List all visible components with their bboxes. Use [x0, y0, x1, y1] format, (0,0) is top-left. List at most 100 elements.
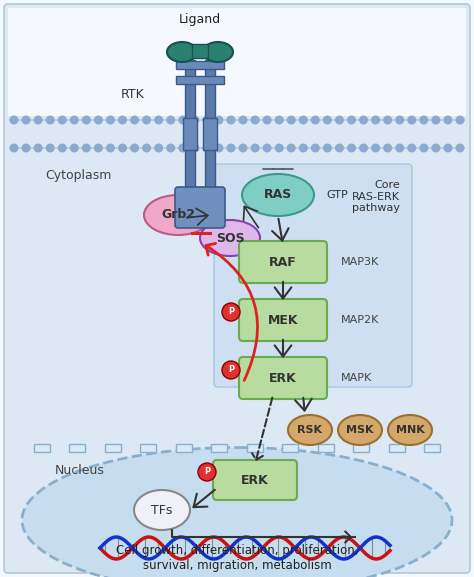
Circle shape — [456, 144, 465, 152]
Circle shape — [347, 144, 356, 152]
Circle shape — [347, 115, 356, 125]
Text: RSK: RSK — [298, 425, 322, 435]
Circle shape — [202, 115, 211, 125]
Circle shape — [190, 115, 199, 125]
Circle shape — [407, 115, 416, 125]
Circle shape — [70, 144, 79, 152]
Text: RTK: RTK — [121, 88, 145, 102]
Circle shape — [227, 144, 236, 152]
Circle shape — [275, 144, 284, 152]
Circle shape — [323, 144, 332, 152]
Text: MSK: MSK — [346, 425, 374, 435]
FancyBboxPatch shape — [239, 357, 327, 399]
Circle shape — [419, 144, 428, 152]
Circle shape — [21, 144, 30, 152]
Ellipse shape — [288, 415, 332, 445]
Circle shape — [190, 144, 199, 152]
Bar — [205, 148, 215, 230]
Text: ERK: ERK — [269, 372, 297, 384]
Text: P: P — [228, 308, 234, 317]
Circle shape — [263, 144, 272, 152]
Circle shape — [222, 303, 240, 321]
Ellipse shape — [338, 415, 382, 445]
Circle shape — [178, 144, 187, 152]
Bar — [211, 444, 227, 451]
Circle shape — [106, 115, 115, 125]
Circle shape — [214, 115, 223, 125]
Circle shape — [359, 115, 368, 125]
Circle shape — [323, 115, 332, 125]
Bar — [282, 444, 298, 451]
Circle shape — [21, 115, 30, 125]
Circle shape — [9, 115, 18, 125]
Circle shape — [118, 115, 127, 125]
FancyBboxPatch shape — [175, 187, 225, 228]
Text: MEK: MEK — [268, 313, 298, 327]
FancyBboxPatch shape — [214, 164, 412, 387]
Circle shape — [142, 115, 151, 125]
Circle shape — [419, 115, 428, 125]
Circle shape — [34, 115, 43, 125]
Circle shape — [142, 144, 151, 152]
Circle shape — [227, 115, 236, 125]
Bar — [247, 444, 263, 451]
Circle shape — [444, 144, 453, 152]
Circle shape — [299, 115, 308, 125]
Circle shape — [34, 144, 43, 152]
Circle shape — [9, 144, 18, 152]
Bar — [185, 148, 195, 230]
Bar — [318, 444, 334, 451]
Circle shape — [94, 115, 103, 125]
Circle shape — [275, 115, 284, 125]
Text: MAP2K: MAP2K — [341, 315, 379, 325]
Circle shape — [395, 144, 404, 152]
Bar — [389, 444, 404, 451]
Circle shape — [431, 144, 440, 152]
Circle shape — [287, 115, 296, 125]
Text: SOS: SOS — [216, 231, 244, 245]
Text: MNK: MNK — [396, 425, 424, 435]
Bar — [8, 8, 466, 116]
Circle shape — [456, 115, 465, 125]
Circle shape — [46, 115, 55, 125]
Circle shape — [238, 115, 247, 125]
Circle shape — [222, 361, 240, 379]
Circle shape — [383, 115, 392, 125]
Text: RAS: RAS — [264, 189, 292, 201]
Circle shape — [335, 115, 344, 125]
Text: TFs: TFs — [151, 504, 173, 516]
Circle shape — [287, 144, 296, 152]
Circle shape — [130, 115, 139, 125]
Ellipse shape — [203, 42, 233, 62]
Bar — [203, 118, 217, 150]
Ellipse shape — [22, 448, 452, 577]
Bar — [185, 60, 195, 120]
Bar — [424, 444, 440, 451]
FancyBboxPatch shape — [213, 460, 297, 500]
Circle shape — [431, 115, 440, 125]
Circle shape — [238, 144, 247, 152]
Circle shape — [202, 144, 211, 152]
Text: Core
RAS-ERK
pathway: Core RAS-ERK pathway — [352, 180, 400, 213]
Circle shape — [251, 115, 260, 125]
Circle shape — [198, 463, 216, 481]
Circle shape — [407, 144, 416, 152]
Circle shape — [444, 115, 453, 125]
Ellipse shape — [167, 42, 197, 62]
Text: RAF: RAF — [269, 256, 297, 268]
Ellipse shape — [200, 220, 260, 256]
Circle shape — [251, 144, 260, 152]
FancyBboxPatch shape — [4, 4, 470, 573]
Text: MAPK: MAPK — [341, 373, 372, 383]
Text: Nucleus: Nucleus — [55, 463, 105, 477]
Bar — [353, 444, 369, 451]
Circle shape — [70, 115, 79, 125]
Circle shape — [335, 144, 344, 152]
Ellipse shape — [388, 415, 432, 445]
Circle shape — [94, 144, 103, 152]
Circle shape — [154, 144, 163, 152]
Circle shape — [395, 115, 404, 125]
Circle shape — [359, 144, 368, 152]
Circle shape — [58, 144, 67, 152]
Circle shape — [311, 144, 320, 152]
